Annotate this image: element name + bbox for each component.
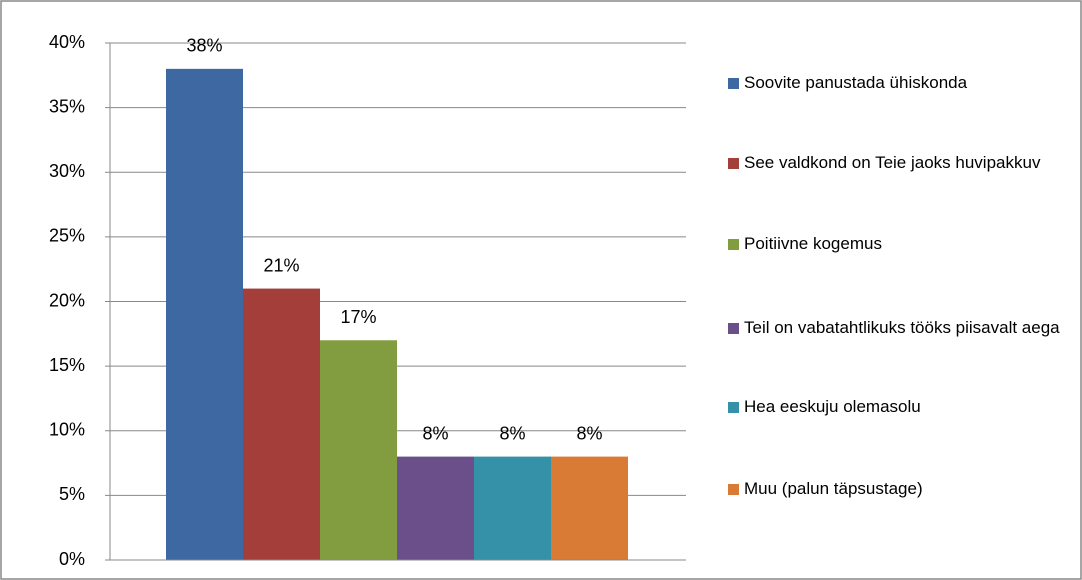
y-tick-label: 20% xyxy=(49,290,85,310)
legend-swatch xyxy=(728,239,739,250)
y-tick-label: 40% xyxy=(49,32,85,52)
legend-item: Hea eeskuju olemasolu xyxy=(728,393,1068,421)
data-label: 38% xyxy=(186,36,222,56)
data-label: 17% xyxy=(340,307,376,327)
legend-swatch xyxy=(728,323,739,334)
legend-label: Muu (palun täpsustage) xyxy=(744,479,923,498)
bar xyxy=(320,340,397,560)
data-label: 8% xyxy=(422,423,448,443)
y-tick-label: 10% xyxy=(49,420,85,440)
legend-swatch xyxy=(728,402,739,413)
legend-item: Soovite panustada ühiskonda xyxy=(728,69,1068,97)
y-tick-label: 15% xyxy=(49,355,85,375)
legend-swatch xyxy=(728,158,739,169)
y-tick-label: 25% xyxy=(49,226,85,246)
legend-label: Hea eeskuju olemasolu xyxy=(744,397,921,416)
legend-label: Poitiivne kogemus xyxy=(744,234,882,253)
legend-item: Poitiivne kogemus xyxy=(728,230,1068,258)
legend-swatch xyxy=(728,78,739,89)
data-label: 8% xyxy=(576,423,602,443)
bar xyxy=(397,456,474,560)
legend-item: Muu (palun täpsustage) xyxy=(728,475,1068,503)
bar xyxy=(551,456,628,560)
bar xyxy=(474,456,551,560)
legend-label: Soovite panustada ühiskonda xyxy=(744,73,968,92)
legend-label: See valdkond on Teie jaoks huvipakkuv xyxy=(744,153,1041,172)
legend-swatch xyxy=(728,484,739,495)
data-label: 21% xyxy=(263,255,299,275)
y-tick-label: 35% xyxy=(49,96,85,116)
y-tick-label: 5% xyxy=(59,484,85,504)
y-tick-label: 0% xyxy=(59,549,85,569)
data-label: 8% xyxy=(499,423,525,443)
legend-item: Teil on vabatahtlikuks tööks piisavalt a… xyxy=(728,314,1068,342)
legend-item: See valdkond on Teie jaoks huvipakkuv xyxy=(728,149,1068,177)
bar xyxy=(166,68,243,560)
y-tick-label: 30% xyxy=(49,161,85,181)
bar xyxy=(243,288,320,560)
legend-label: Teil on vabatahtlikuks tööks piisavalt a… xyxy=(744,318,1060,337)
